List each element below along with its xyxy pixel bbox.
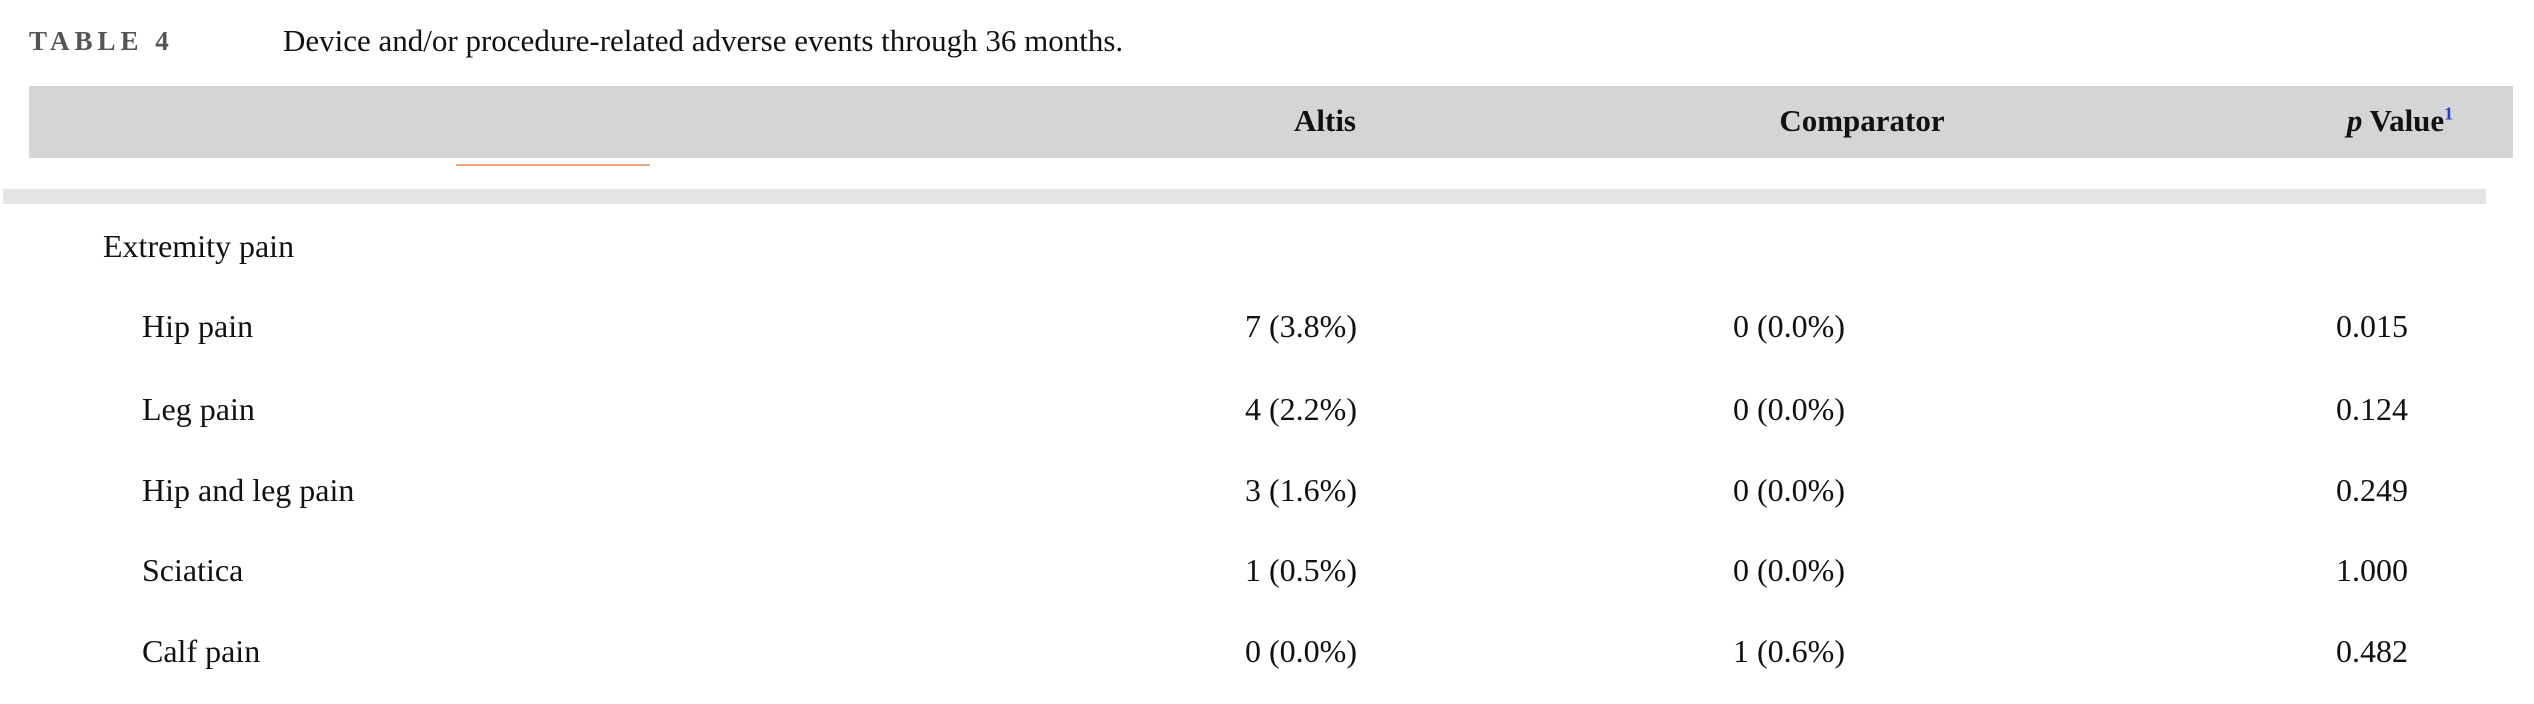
altis-cell: 3 (1.6%) <box>1245 472 1357 508</box>
comparator-cell: 0 (0.0%) <box>1733 552 1845 588</box>
separator <box>3 189 2486 204</box>
header-band <box>29 86 2513 158</box>
header-altis: Altis <box>1294 103 1356 138</box>
comparator-cell: 0 (0.0%) <box>1733 308 1845 344</box>
p-value-cell: 0.482 <box>2336 633 2408 669</box>
row-label: Hip pain <box>142 308 254 344</box>
altis-cell: 1 (0.5%) <box>1245 552 1357 588</box>
row-label: Calf pain <box>142 633 261 669</box>
comparator-cell: 0 (0.0%) <box>1733 472 1845 508</box>
header-comparator: Comparator <box>1779 103 1945 138</box>
row-label: Leg pain <box>142 391 255 427</box>
row-label: Sciatica <box>142 552 244 588</box>
comparator-cell: 1 (0.6%) <box>1733 633 1845 669</box>
header-p-value: p Value1 <box>2347 103 2453 139</box>
row-label: Hip and leg pain <box>142 472 355 508</box>
group-label: Extremity pain <box>103 228 295 264</box>
altis-cell: 4 (2.2%) <box>1245 391 1357 427</box>
p-value-cell: 0.124 <box>2336 391 2408 427</box>
comparator-cell: 0 (0.0%) <box>1733 391 1845 427</box>
p-value-cell: 0.015 <box>2336 308 2408 344</box>
link-underline <box>456 164 650 166</box>
p-value-cell: 0.249 <box>2336 472 2408 508</box>
table-label: TABLE 4 <box>29 26 174 56</box>
p-value-cell: 1.000 <box>2336 552 2408 588</box>
table-title: Device and/or procedure-related adverse … <box>283 23 1124 58</box>
footnote-ref[interactable]: 1 <box>2444 103 2454 124</box>
p-symbol: p <box>2346 103 2363 138</box>
altis-cell: 0 (0.0%) <box>1245 633 1357 669</box>
altis-cell: 7 (3.8%) <box>1245 308 1357 344</box>
p-text: Value <box>2369 103 2445 138</box>
